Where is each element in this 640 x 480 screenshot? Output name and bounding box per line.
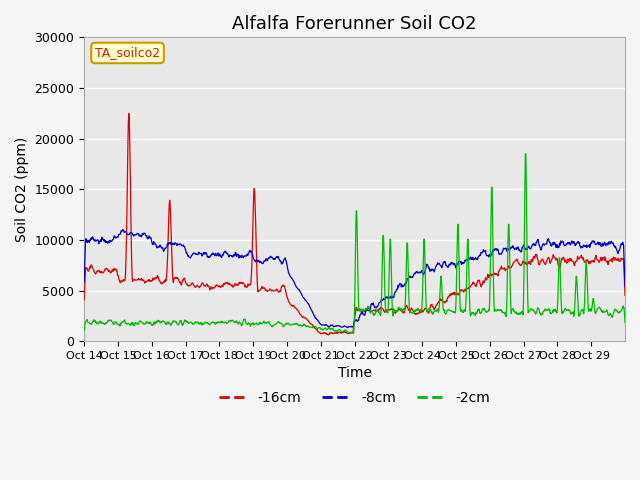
Legend: -16cm, -8cm, -2cm: -16cm, -8cm, -2cm xyxy=(213,385,496,410)
Y-axis label: Soil CO2 (ppm): Soil CO2 (ppm) xyxy=(15,137,29,242)
X-axis label: Time: Time xyxy=(337,366,372,381)
Text: TA_soilco2: TA_soilco2 xyxy=(95,47,160,60)
Title: Alfalfa Forerunner Soil CO2: Alfalfa Forerunner Soil CO2 xyxy=(232,15,477,33)
